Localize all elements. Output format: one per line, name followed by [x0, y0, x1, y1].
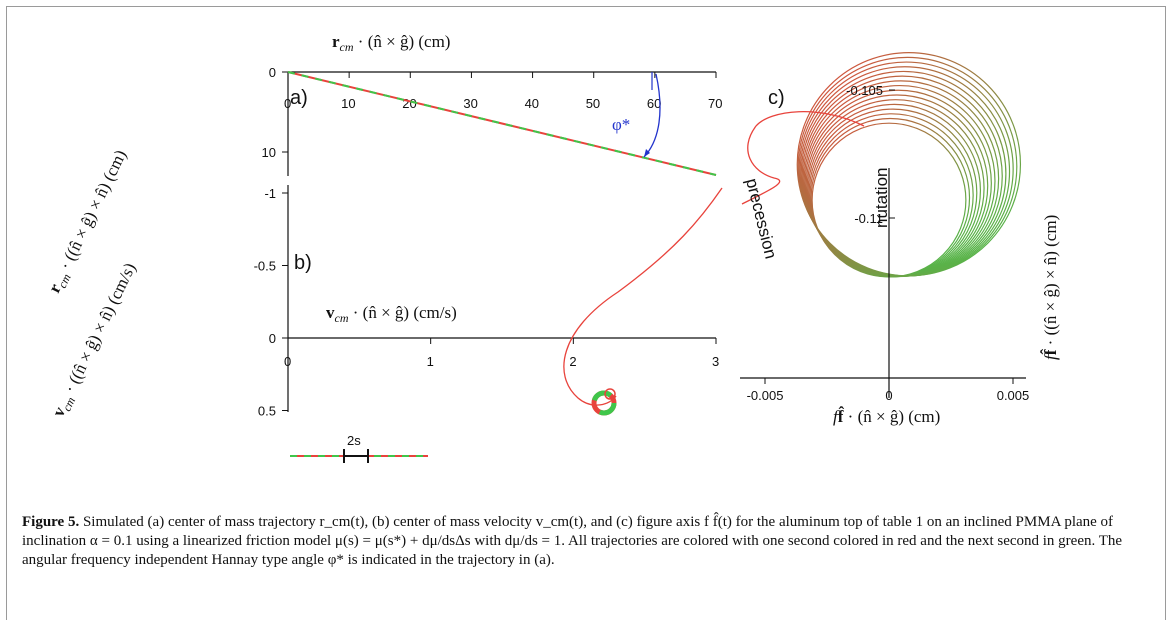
panel-a-y-tick-label: 10: [262, 145, 276, 160]
panel-a-trajectory-green: [287, 71, 717, 176]
panel-b-x-tick-label: 2: [569, 354, 576, 369]
panel-a-y-tick-label: 0: [269, 65, 276, 80]
panel-a-x-tick-label: 50: [586, 96, 600, 111]
panel-b-x-tick-label: 0: [284, 354, 291, 369]
scale-bar-label: 2s: [347, 433, 361, 448]
panel-b-x-axis-label: vcm · (n̂ × ĝ) (cm/s): [326, 303, 457, 325]
panel-b-y-tick-label: -0.5: [254, 259, 276, 274]
figure-canvas: 0 10 20 30 40 50 60 70 010 rcm · (n̂ × ĝ) (cm) …: [45, 32, 1060, 463]
panel-c-x-tick-label: -0.005: [747, 388, 784, 403]
panel-a-x-tick-label: 20: [402, 96, 416, 111]
velocity-loop-small: [604, 388, 616, 400]
panel-c-label: c): [768, 87, 785, 109]
panel-c-y-tick-label: -0.105: [846, 83, 883, 98]
nutation-tail: [741, 111, 865, 205]
panel-c-x-tick-label: 0: [885, 388, 892, 403]
precession-ring: [796, 52, 1022, 277]
panel-c: c) -0.005 0 0.005 -0.11 -0.105 nutation pre…: [740, 52, 1060, 426]
phi-label: φ*: [612, 115, 630, 134]
panel-a: 0 10 20 30 40 50 60 70 010 rcm · (n̂ × ĝ) (cm) …: [262, 32, 722, 176]
panel-c-y-axis-label: ff̂ · ((n̂ × ĝ) × n̂) (cm): [1041, 215, 1060, 360]
panel-c-x-axis-label: ff̂ · (n̂ × ĝ) (cm): [833, 407, 940, 426]
panel-a-x-axis-label: rcm · (n̂ × ĝ) (cm): [332, 32, 450, 54]
panel-c-y-tick-label: -0.11: [854, 211, 883, 226]
figure-frame: [6, 6, 1166, 620]
panel-a-x-tick-label: 40: [525, 96, 539, 111]
nutation-label: nutation: [872, 168, 891, 229]
panel-b-label: b): [294, 252, 312, 274]
precession-rings: [796, 52, 1022, 278]
figure-caption: Figure 5. Simulated (a) center of mass t…: [22, 513, 1147, 570]
caption-text: Simulated (a) center of mass trajectory …: [22, 514, 1123, 568]
panel-a-x-tick-label: 0: [284, 96, 291, 111]
panel-a-x-tick-label: 60: [647, 96, 661, 111]
panel-a-label: a): [290, 87, 308, 109]
panel-a-x-tick-label: 30: [463, 96, 477, 111]
panel-b-x-tick-label: 3: [712, 354, 719, 369]
panel-c-x-tick-label: 0.005: [997, 388, 1030, 403]
panel-b-y-tick-label: 0.5: [258, 404, 276, 419]
panel-b-y-tick-label: 0: [269, 331, 276, 346]
phi-arrowhead: [644, 149, 650, 157]
panel-b-velocity-trajectory: [563, 187, 723, 406]
panel-b-x-tick-label: 1: [427, 354, 434, 369]
velocity-loop-green: [591, 390, 617, 416]
panel-a-x-tick-label: 70: [708, 96, 722, 111]
caption-figure-label: Figure 5.: [22, 514, 80, 530]
panel-a-x-tick-label: 10: [341, 96, 355, 111]
panel-b-y-tick-label: -1: [264, 186, 276, 201]
panel-b: 0 1 2 3 -1 -0.5 0 0.5 b) vcm · (n̂ × ĝ) (cm/s)…: [254, 185, 723, 463]
precession-label: precession: [742, 176, 780, 260]
